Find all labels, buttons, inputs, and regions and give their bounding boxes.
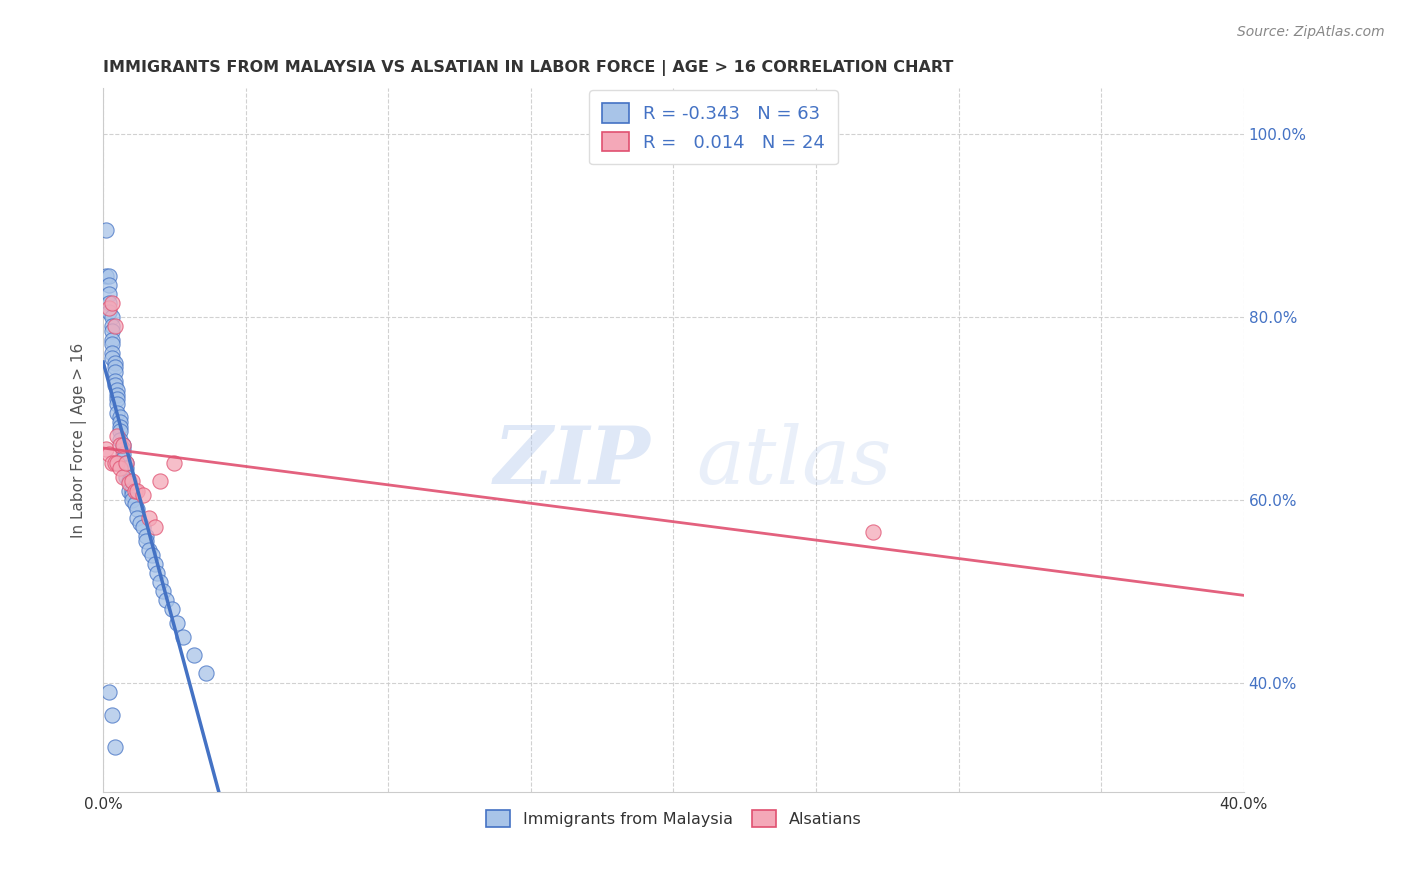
Point [132,520,155,534]
Point [132,488,155,502]
Point [110,434,132,448]
Point [160,602,183,616]
Point [110,438,132,452]
Point [141,548,163,562]
Point [110,419,132,434]
Point [107,428,129,442]
Point [862,524,884,539]
Point [146,566,169,580]
Point [138,511,160,525]
Point [121,483,143,498]
Point [127,501,149,516]
Point [115,470,138,484]
Point [121,492,143,507]
Point [97,447,120,461]
Point [107,392,129,406]
Point [100,296,122,310]
Point [97,287,120,301]
Point [149,574,172,589]
Point [112,438,135,452]
Point [138,543,160,558]
Point [110,424,132,438]
Point [118,475,141,489]
Point [121,488,143,502]
Point [155,593,177,607]
Point [104,739,127,754]
Point [104,456,127,470]
Point [100,337,122,351]
Point [100,456,122,470]
Point [107,406,129,420]
Point [127,483,149,498]
Point [97,277,120,292]
Text: atlas: atlas [696,423,891,500]
Point [112,442,135,457]
Text: ZIP: ZIP [494,423,651,500]
Text: Source: ZipAtlas.com: Source: ZipAtlas.com [1237,25,1385,39]
Point [94,223,117,237]
Point [163,456,186,470]
Point [94,442,117,457]
Legend: Immigrants from Malaysia, Alsatians: Immigrants from Malaysia, Alsatians [479,804,868,834]
Point [97,305,120,319]
Point [121,475,143,489]
Point [115,460,138,475]
Point [100,351,122,365]
Point [104,365,127,379]
Point [104,318,127,333]
Point [143,520,166,534]
Point [152,584,174,599]
Point [104,374,127,388]
Point [118,476,141,491]
Point [100,346,122,360]
Point [97,301,120,315]
Point [100,324,122,338]
Point [112,451,135,466]
Point [149,475,172,489]
Point [112,438,135,452]
Text: IMMIGRANTS FROM MALAYSIA VS ALSATIAN IN LABOR FORCE | AGE > 16 CORRELATION CHART: IMMIGRANTS FROM MALAYSIA VS ALSATIAN IN … [103,60,953,76]
Point [124,497,146,511]
Point [107,456,129,470]
Point [110,460,132,475]
Point [97,296,120,310]
Point [100,707,122,722]
Point [100,318,122,333]
Point [166,616,188,631]
Point [100,310,122,324]
Point [118,483,141,498]
Point [115,456,138,470]
Point [104,355,127,369]
Point [97,268,120,283]
Point [107,387,129,401]
Point [107,397,129,411]
Point [129,516,152,530]
Point [135,533,157,548]
Point [94,268,117,283]
Point [127,511,149,525]
Point [172,630,194,644]
Point [115,456,138,470]
Point [97,684,120,698]
Point [124,483,146,498]
Y-axis label: In Labor Force | Age > 16: In Labor Force | Age > 16 [72,343,87,538]
Point [135,529,157,543]
Point [194,666,217,681]
Point [107,383,129,397]
Point [143,557,166,571]
Point [104,378,127,392]
Point [112,470,135,484]
Point [100,333,122,347]
Point [110,415,132,429]
Point [183,648,205,662]
Point [104,360,127,375]
Point [112,447,135,461]
Point [110,410,132,425]
